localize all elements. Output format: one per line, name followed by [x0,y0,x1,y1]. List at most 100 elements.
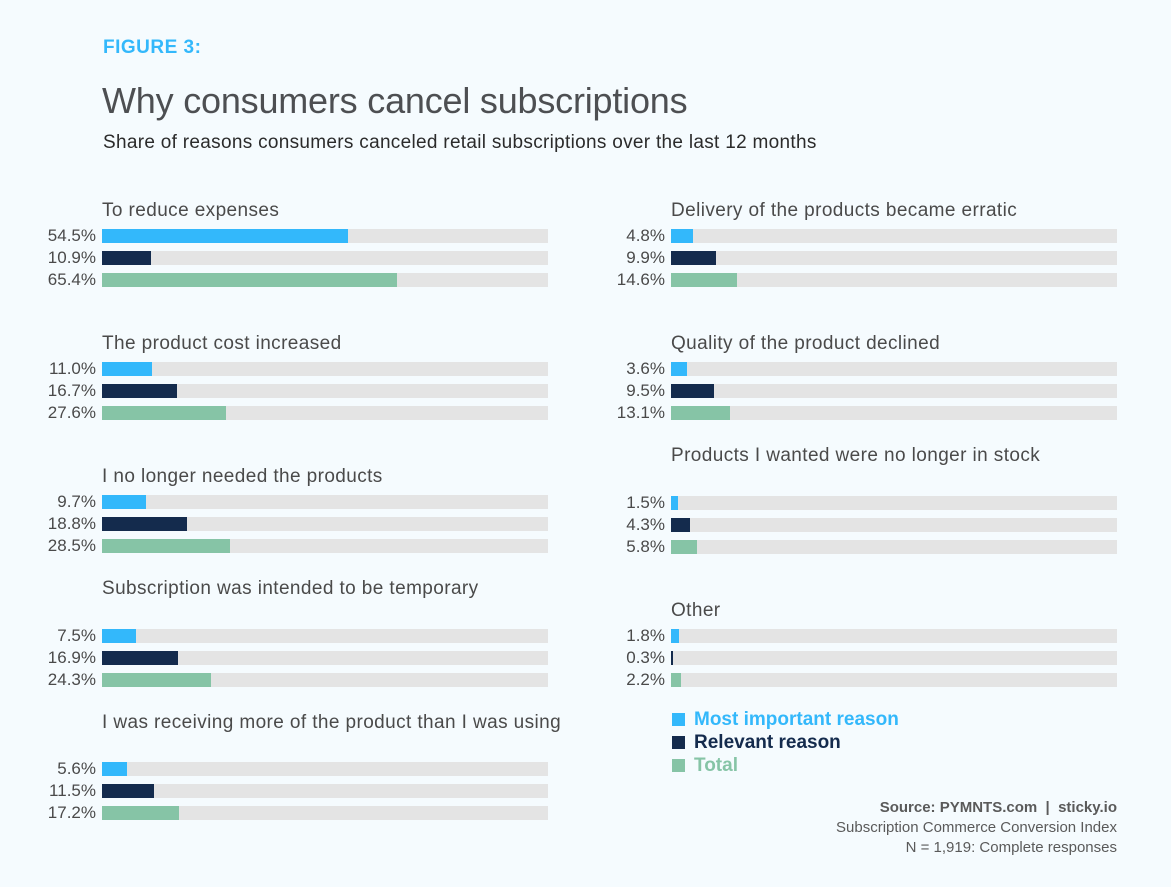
source-index-line: Subscription Commerce Conversion Index [836,819,1117,836]
bar-relevant [102,384,178,398]
data-label: 1.5% [626,493,665,512]
bar-track [102,384,548,398]
data-label: 5.8% [626,537,665,556]
bar-track [102,762,548,776]
data-label: 11.0% [49,359,96,378]
legend-label: Relevant reason [694,732,841,753]
data-label: 11.5% [49,781,96,800]
bar-track [671,251,1117,265]
data-label: 17.2% [47,803,96,822]
bar-track [102,229,548,243]
bar-track [102,251,548,265]
bar-most-important [671,629,680,643]
data-label: 4.3% [626,515,665,534]
category-label: The product cost increased [102,333,342,354]
bar-track [102,629,548,643]
bar-relevant [102,784,154,798]
bar-total [102,273,397,287]
source-note: Source: PYMNTS.com | sticky.io Subscript… [836,798,1117,858]
bar-relevant [671,518,691,532]
bar-track [671,229,1117,243]
legend-label: Most important reason [694,709,899,730]
bar-relevant [671,651,673,665]
bar-most-important [671,229,693,243]
bar-most-important [671,362,688,376]
bar-total [671,273,737,287]
source-line: Source: PYMNTS.com | sticky.io [879,799,1117,816]
data-label: 3.6% [626,359,665,378]
data-label: 14.6% [616,270,665,289]
bar-most-important [102,229,348,243]
bar-track [671,673,1117,687]
bar-track [102,806,548,820]
bar-relevant [102,651,179,665]
data-label: 24.3% [47,670,96,689]
bar-total [671,406,731,420]
data-label: 16.9% [47,648,96,667]
data-label: 1.8% [626,626,665,645]
bar-relevant [671,251,716,265]
data-label: 9.9% [626,248,665,267]
data-label: 54.5% [47,226,96,245]
bar-track [102,495,548,509]
chart-title: Why consumers cancel subscriptions [102,80,688,121]
bar-track [102,406,548,420]
category-label: Subscription was intended to be temporar… [102,578,479,599]
bar-total [102,673,212,687]
data-label: 16.7% [47,381,96,400]
bar-track [671,384,1117,398]
bar-track [671,362,1117,376]
bar-relevant [102,251,152,265]
category-label: To reduce expenses [102,200,280,221]
data-label: 13.1% [616,403,665,422]
bar-relevant [102,517,187,531]
bar-track [102,362,548,376]
category-label: Quality of the product declined [671,333,941,354]
bar-track [671,540,1117,554]
bar-most-important [102,362,152,376]
bar-track [102,784,548,798]
bar-most-important [102,495,146,509]
bar-track [671,518,1117,532]
legend-label: Total [694,755,738,776]
data-label: 0.3% [626,648,665,667]
data-label: 65.4% [47,270,96,289]
bar-total [102,806,180,820]
bar-total [102,406,227,420]
legend-swatch-most-important [672,713,685,726]
bar-track [102,673,548,687]
bar-total [671,673,681,687]
data-label: 27.6% [47,403,96,422]
chart-subtitle: Share of reasons consumers canceled reta… [103,132,817,153]
data-label: 10.9% [47,248,96,267]
bar-most-important [102,762,128,776]
data-label: 2.2% [626,670,665,689]
bar-total [671,540,698,554]
sample-size-line: N = 1,919: Complete responses [905,839,1117,856]
bar-track [671,406,1117,420]
bar-track [102,651,548,665]
data-label: 9.7% [57,492,96,511]
bar-track [102,273,548,287]
figure-label: FIGURE 3: [103,37,202,58]
legend-swatch-relevant [672,736,685,749]
data-label: 4.8% [626,226,665,245]
bar-track [671,651,1117,665]
category-label: I no longer needed the products [102,466,383,487]
category-label: I was receiving more of the product than… [102,712,562,733]
bar-track [102,539,548,553]
bar-most-important [102,629,136,643]
data-label: 18.8% [47,514,96,533]
category-label: Products I wanted were no longer in stoc… [671,445,1041,466]
bar-track [102,517,548,531]
category-label: Delivery of the products became erratic [671,200,1018,221]
data-label: 9.5% [626,381,665,400]
data-label: 7.5% [57,626,96,645]
category-label: Other [671,600,721,621]
bar-track [671,496,1117,510]
legend-swatch-total [672,759,685,772]
bar-track [671,629,1117,643]
data-label: 28.5% [47,536,96,555]
data-label: 5.6% [57,759,96,778]
bar-track [671,273,1117,287]
